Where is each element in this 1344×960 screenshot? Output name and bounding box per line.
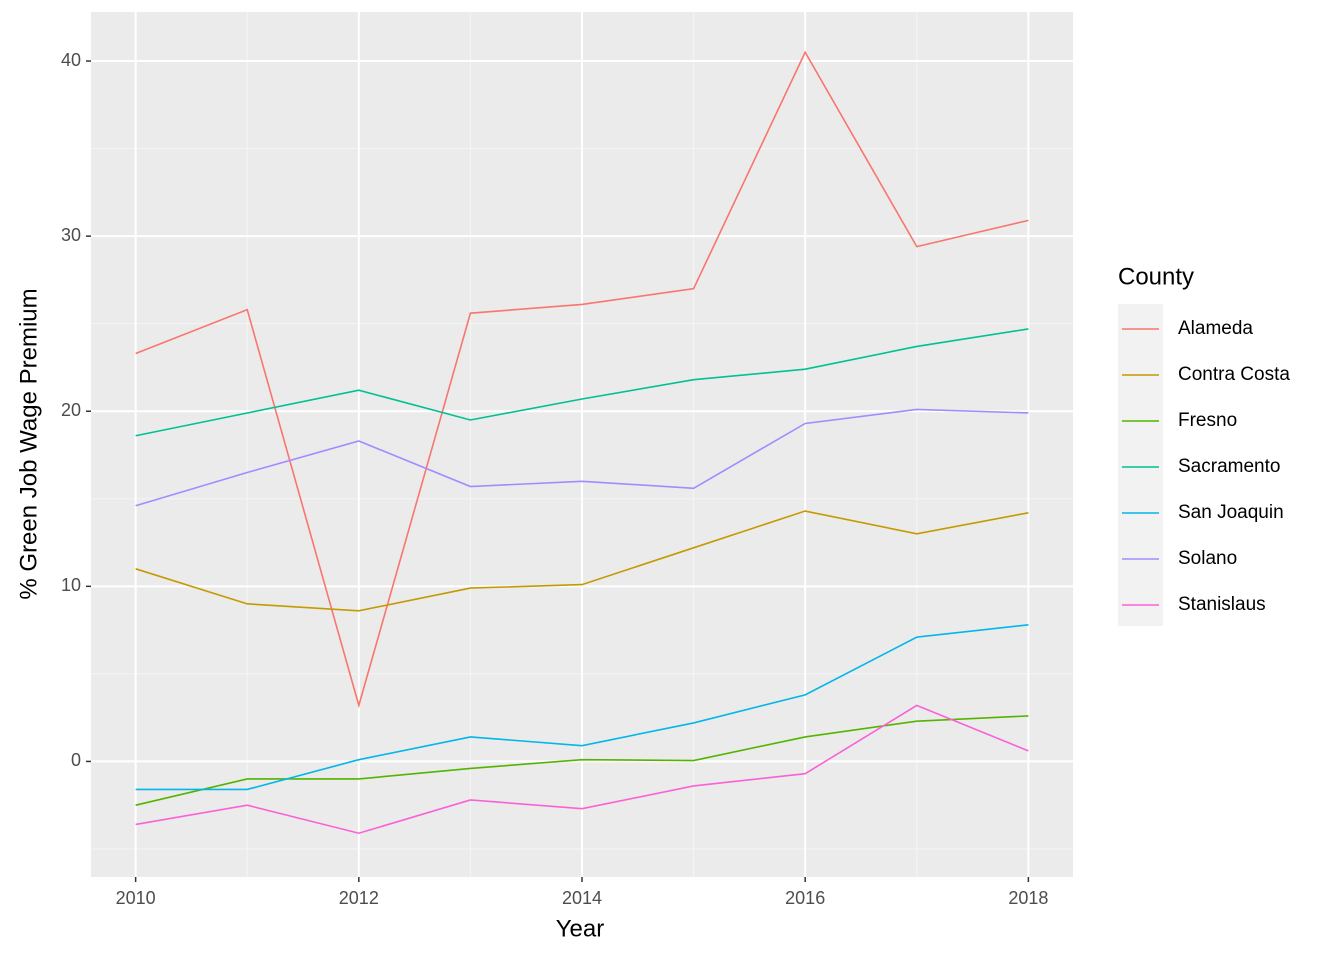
legend-label: Stanislaus [1178, 594, 1266, 615]
series-line [135, 510, 1029, 612]
legend-label: Fresno [1178, 410, 1237, 431]
legend-label: Contra Costa [1178, 364, 1290, 385]
y-axis-label: % Green Job Wage Premium [15, 288, 42, 599]
series-line [135, 328, 1029, 437]
series-line [135, 704, 1029, 835]
y-tick-label: 20 [61, 400, 81, 420]
series-line [135, 624, 1029, 791]
legend-label: San Joaquin [1178, 502, 1284, 523]
y-tick-label: 30 [61, 225, 81, 245]
y-tick-label: 40 [61, 50, 81, 70]
legend-label: Alameda [1178, 318, 1253, 339]
x-tick-label: 2018 [1008, 888, 1048, 908]
series-line [135, 408, 1029, 507]
y-tick-label: 10 [61, 575, 81, 595]
series-line [135, 50, 1029, 709]
legend-key-background [1118, 304, 1163, 626]
x-tick-label: 2016 [785, 888, 825, 908]
legend-title: County [1118, 263, 1194, 290]
legend-label: Solano [1178, 548, 1237, 569]
x-axis-label: Year [556, 915, 605, 942]
legend-label: Sacramento [1178, 456, 1280, 477]
y-tick-label: 0 [71, 750, 81, 770]
x-tick-label: 2010 [116, 888, 156, 908]
x-tick-label: 2014 [562, 888, 602, 908]
x-tick-label: 2012 [339, 888, 379, 908]
